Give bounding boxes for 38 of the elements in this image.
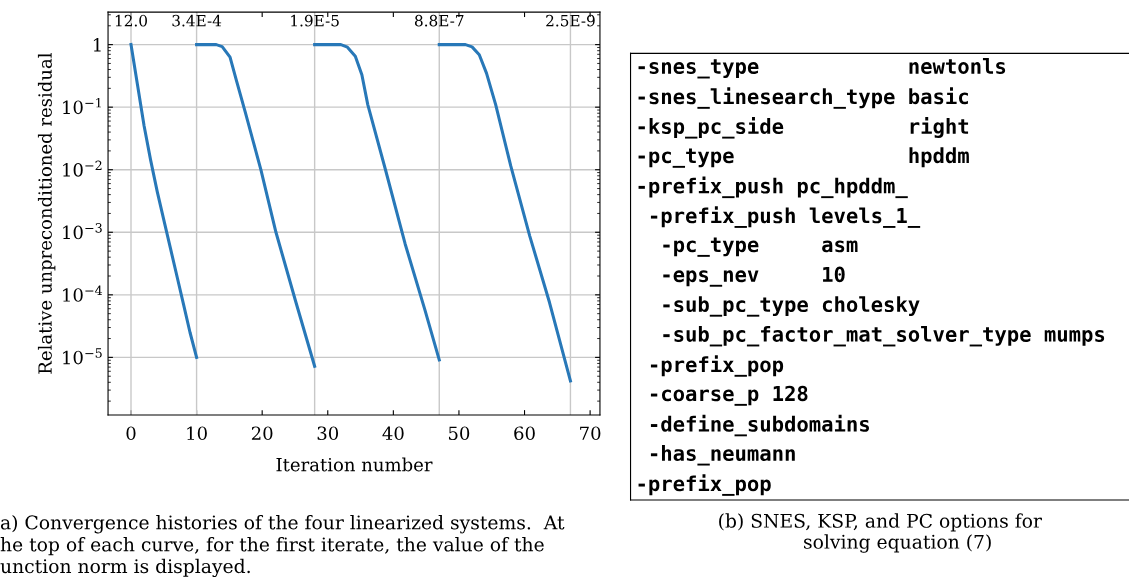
- text: -has_neumann: [650, 445, 795, 466]
- y-tick-label: 10$^{−5}$: [63, 348, 102, 365]
- x-tick-label: 30: [317, 426, 339, 441]
- y-axis-title: Relative unpreconditioned residual: [37, 53, 56, 374]
- annotation: 8.8E-7: [414, 14, 464, 27]
- text: -snes_linesearch_type basic: [638, 87, 968, 109]
- text: -snes_type newtonls: [638, 58, 1006, 79]
- annotation: 12.0: [115, 14, 147, 27]
- text: (b) SNES, KSP, and PC options for solving equation (7): [719, 513, 1042, 553]
- x-tick-label: 10: [187, 426, 207, 441]
- x-tick-label: 50: [448, 426, 470, 441]
- text: -pc_type asm: [663, 237, 858, 257]
- text: -sub_pc_type cholesky: [663, 296, 920, 317]
- x-tick-label: 20: [251, 426, 273, 441]
- text: -prefix_push pc_hpddm_: [638, 176, 908, 199]
- text: a) Convergence histories of the four linearized systems. At he top of each curve, for the first iterate, the value of the unction norm is displayed.: [0, 515, 565, 578]
- text: -coarse_p 128: [650, 385, 808, 406]
- text: -prefix_push levels_1_: [650, 206, 921, 228]
- x-tick-label: 60: [514, 426, 535, 441]
- text: -prefix_pop: [650, 355, 784, 377]
- text: -pc_type hpddm: [638, 147, 969, 168]
- x-tick-label: 40: [382, 426, 404, 441]
- text: -eps_nev 10: [663, 266, 845, 287]
- x-axis-title: Iteration number: [276, 457, 433, 472]
- annotation: 3.4E-4: [172, 14, 222, 27]
- y-tick-label: 10$^{−3}$: [63, 223, 102, 240]
- text: -sub_pc_factor_mat_solver_type mumps: [663, 325, 1105, 347]
- y-tick-label: 10$^{−1}$: [63, 97, 101, 115]
- text: -prefix_pop: [638, 474, 771, 496]
- x-tick-label: 70: [580, 426, 601, 441]
- y-tick-label: 10$^{−2}$: [63, 160, 102, 177]
- annotation: 2.5E-9: [546, 14, 595, 27]
- y-tick-label: 10$^{−4}$: [63, 285, 103, 302]
- text: -define_subdomains: [650, 414, 869, 437]
- text: -ksp_pc_side right: [638, 117, 969, 139]
- annotation: 1.9E-5: [291, 14, 339, 27]
- x-tick-label: 0: [126, 426, 136, 441]
- y-tick-label: 1: [93, 38, 101, 52]
